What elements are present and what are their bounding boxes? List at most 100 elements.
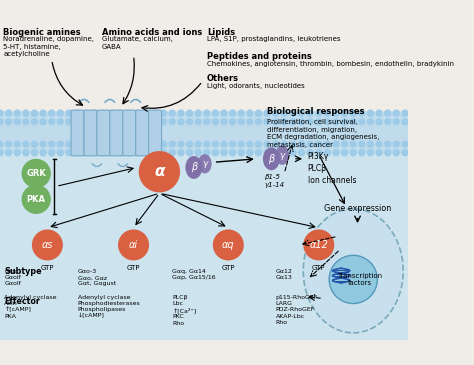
Circle shape [367,141,374,147]
Circle shape [212,119,219,125]
Circle shape [118,110,124,116]
Text: GTP: GTP [127,265,140,271]
Circle shape [367,150,374,156]
Text: Noradrenaline, dopamine,
5-HT, histamine,
acetylcholine: Noradrenaline, dopamine, 5-HT, histamine… [3,36,94,57]
Circle shape [6,119,12,125]
Circle shape [229,150,236,156]
Circle shape [195,150,201,156]
Circle shape [169,150,175,156]
Text: β: β [191,162,197,172]
Text: β1-5
γ1-14: β1-5 γ1-14 [264,174,284,188]
Circle shape [195,110,201,116]
Circle shape [152,110,158,116]
Circle shape [393,150,399,156]
Circle shape [290,141,296,147]
Circle shape [6,141,12,147]
Circle shape [255,141,262,147]
Ellipse shape [275,146,289,165]
Circle shape [359,119,365,125]
Circle shape [144,119,149,125]
Circle shape [49,119,55,125]
Circle shape [187,119,192,125]
Circle shape [204,119,210,125]
Circle shape [31,150,37,156]
Circle shape [57,141,64,147]
Circle shape [40,141,46,147]
Circle shape [350,119,356,125]
Circle shape [0,119,3,125]
Circle shape [238,150,244,156]
Circle shape [307,141,313,147]
Text: α: α [154,164,164,179]
Circle shape [342,110,347,116]
Circle shape [135,141,141,147]
Circle shape [247,141,253,147]
Circle shape [144,110,149,116]
Circle shape [359,110,365,116]
Circle shape [281,119,287,125]
Circle shape [393,119,399,125]
Circle shape [333,110,339,116]
Circle shape [23,110,29,116]
Circle shape [109,110,115,116]
Circle shape [14,110,20,116]
Circle shape [135,119,141,125]
Circle shape [92,150,98,156]
Circle shape [57,110,64,116]
Circle shape [152,119,158,125]
Circle shape [161,150,167,156]
Circle shape [109,141,115,147]
Circle shape [83,119,89,125]
Circle shape [169,141,175,147]
Circle shape [66,119,72,125]
Circle shape [221,119,227,125]
Circle shape [324,141,330,147]
Circle shape [281,110,287,116]
Circle shape [281,150,287,156]
Circle shape [350,110,356,116]
Circle shape [247,110,253,116]
Circle shape [385,141,391,147]
FancyBboxPatch shape [149,110,162,156]
Circle shape [178,141,184,147]
Circle shape [204,110,210,116]
Circle shape [0,110,3,116]
Circle shape [161,141,167,147]
Circle shape [126,110,132,116]
Circle shape [126,150,132,156]
Circle shape [324,110,330,116]
Circle shape [213,230,244,261]
Text: Adenylyl cyclase
Axin
↑[cAMP]
PKA: Adenylyl cyclase Axin ↑[cAMP] PKA [4,295,57,319]
Text: Gα12
Gα13: Gα12 Gα13 [276,269,292,280]
Circle shape [290,110,296,116]
Circle shape [83,141,89,147]
Circle shape [238,110,244,116]
Circle shape [49,150,55,156]
Circle shape [307,119,313,125]
Text: Gαq, Gα14
Gαp, Gα15/16: Gαq, Gα14 Gαp, Gα15/16 [173,269,216,280]
Circle shape [342,141,347,147]
Circle shape [350,150,356,156]
Circle shape [385,110,391,116]
Circle shape [169,110,175,116]
Circle shape [238,141,244,147]
Circle shape [212,110,219,116]
Circle shape [221,150,227,156]
Circle shape [100,150,106,156]
Ellipse shape [303,209,403,333]
Circle shape [402,110,408,116]
Ellipse shape [185,156,202,179]
Text: PLCβ
Lbc
↑[Ca²⁺]
PKC
Rho: PLCβ Lbc ↑[Ca²⁺] PKC Rho [173,295,196,326]
Circle shape [178,150,184,156]
Circle shape [333,141,339,147]
Circle shape [100,141,106,147]
Circle shape [144,150,149,156]
Circle shape [307,150,313,156]
Circle shape [221,110,227,116]
Text: Chemokines, angiotensin, thrombin, bombesin, endothelin, bradykinin: Chemokines, angiotensin, thrombin, bombe… [207,61,454,66]
Text: Gαs
Gαolf
Gαolf: Gαs Gαolf Gαolf [4,269,21,287]
Circle shape [139,151,180,192]
Text: PKA: PKA [27,195,46,204]
Circle shape [40,119,46,125]
Circle shape [74,110,81,116]
